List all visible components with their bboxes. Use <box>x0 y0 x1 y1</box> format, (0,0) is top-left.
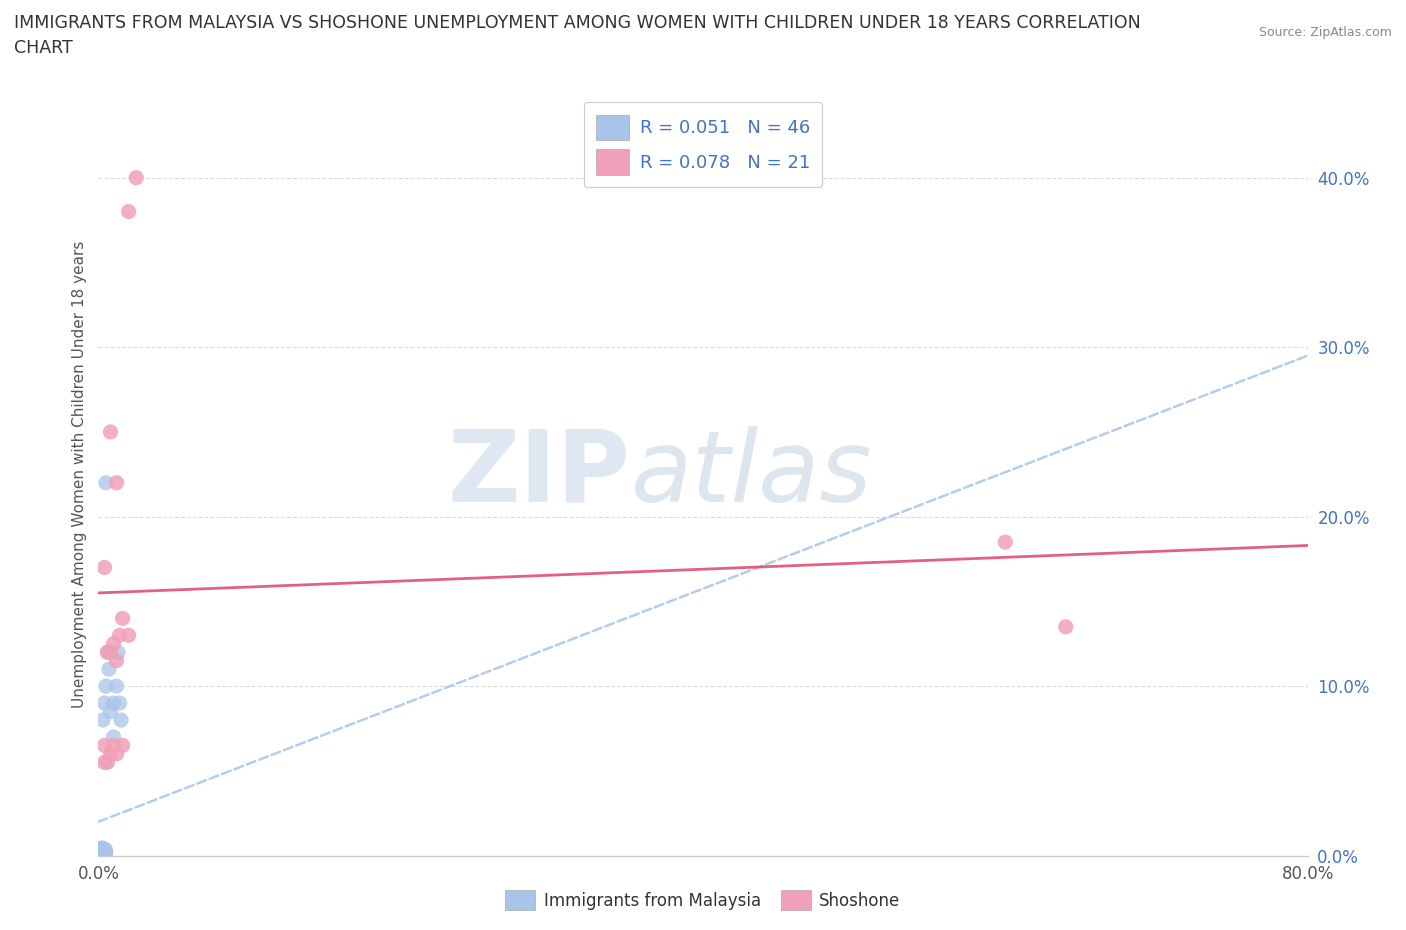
Legend: Immigrants from Malaysia, Shoshone: Immigrants from Malaysia, Shoshone <box>499 884 907 917</box>
Point <box>89 844 111 858</box>
Point <box>103 729 125 744</box>
Point <box>118 205 141 219</box>
Point <box>118 628 141 643</box>
Text: ZIP: ZIP <box>447 426 630 523</box>
Point <box>105 747 128 762</box>
Point <box>94 844 117 859</box>
Point <box>100 424 122 439</box>
Point <box>91 844 114 859</box>
Point <box>108 628 131 643</box>
Point <box>93 844 115 859</box>
Point <box>105 679 128 694</box>
Point <box>103 636 125 651</box>
Point <box>90 841 112 856</box>
Text: Source: ZipAtlas.com: Source: ZipAtlas.com <box>1258 26 1392 39</box>
Point <box>96 644 118 659</box>
Point <box>98 662 121 677</box>
Point <box>89 848 111 863</box>
Point <box>93 560 115 575</box>
Point <box>125 170 148 185</box>
Point <box>90 844 112 859</box>
Point <box>110 712 132 727</box>
Point <box>105 653 128 668</box>
Point <box>89 844 111 859</box>
Legend: R = 0.051   N = 46, R = 0.078   N = 21: R = 0.051 N = 46, R = 0.078 N = 21 <box>583 102 823 188</box>
Point <box>87 845 110 860</box>
Point <box>94 679 117 694</box>
Point <box>100 644 122 659</box>
Point <box>91 844 114 858</box>
Point <box>91 843 114 857</box>
Point <box>93 845 115 860</box>
Point <box>93 843 115 857</box>
Point <box>93 844 115 859</box>
Point <box>91 841 114 856</box>
Point <box>94 475 117 490</box>
Point <box>1054 619 1077 634</box>
Point <box>93 696 115 711</box>
Point <box>93 844 115 859</box>
Point <box>994 535 1017 550</box>
Point <box>103 738 125 753</box>
Point <box>93 755 115 770</box>
Text: CHART: CHART <box>14 39 73 57</box>
Point <box>96 644 118 659</box>
Point <box>93 738 115 753</box>
Point <box>111 611 134 626</box>
Point <box>91 842 114 857</box>
Point <box>90 843 112 857</box>
Point <box>107 644 129 659</box>
Point <box>91 712 114 727</box>
Point <box>111 738 134 753</box>
Text: atlas: atlas <box>630 426 872 523</box>
Point <box>94 846 117 861</box>
Point <box>96 755 118 770</box>
Point <box>87 842 110 857</box>
Point <box>87 846 110 861</box>
Point <box>94 844 117 859</box>
Point <box>93 844 115 858</box>
Point <box>100 704 122 719</box>
Point <box>108 696 131 711</box>
Point <box>91 847 114 862</box>
Text: IMMIGRANTS FROM MALAYSIA VS SHOSHONE UNEMPLOYMENT AMONG WOMEN WITH CHILDREN UNDE: IMMIGRANTS FROM MALAYSIA VS SHOSHONE UNE… <box>14 14 1140 32</box>
Point <box>103 696 125 711</box>
Point <box>89 843 111 857</box>
Point <box>100 747 122 762</box>
Point <box>105 475 128 490</box>
Y-axis label: Unemployment Among Women with Children Under 18 years: Unemployment Among Women with Children U… <box>72 241 87 708</box>
Point <box>91 845 114 860</box>
Point <box>94 842 117 857</box>
Point <box>90 845 112 860</box>
Point <box>87 845 110 860</box>
Point <box>94 845 117 860</box>
